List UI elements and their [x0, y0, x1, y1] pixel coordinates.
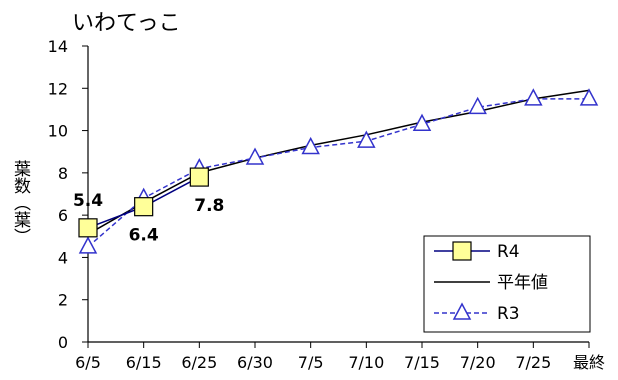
- data-label: 7.8: [194, 196, 224, 216]
- y-tick-label: 4: [58, 248, 68, 267]
- x-tick-label: 最終: [573, 353, 605, 372]
- legend-marker: [452, 302, 472, 320]
- data-labels: 5.4 6.4 7.8: [73, 191, 224, 246]
- legend: R4 平年値 R3: [423, 235, 591, 333]
- series-0: [78, 167, 209, 238]
- series-point: [78, 236, 98, 254]
- x-tick-label: 7/5: [298, 353, 324, 372]
- legend-marker: [452, 241, 472, 261]
- legend-box: [423, 235, 591, 333]
- x-tick-label: 6/30: [237, 353, 273, 372]
- series-layer: [78, 88, 599, 254]
- y-tick-label: 12: [48, 79, 68, 98]
- data-label: 6.4: [129, 226, 159, 246]
- y-axis-label: 葉数（葉）: [10, 160, 31, 245]
- series-line: [87, 89, 590, 235]
- data-label: 5.4: [73, 191, 103, 211]
- series-point: [301, 136, 320, 155]
- series-point: [524, 88, 543, 106]
- series-point: [245, 147, 265, 165]
- legend-label: R3: [497, 304, 520, 324]
- y-tick-label: 6: [58, 206, 68, 225]
- series-point: [579, 88, 599, 106]
- y-tick-label: 14: [48, 37, 68, 56]
- axes: [82, 45, 590, 348]
- series-line: [87, 98, 589, 248]
- legend-label: R4: [497, 242, 520, 262]
- x-tick-label: 7/20: [460, 353, 496, 372]
- x-tick-labels: 6/5 6/15 6/25 6/30 7/5 7/10 7/15 7/20 7/25 最終: [75, 353, 605, 372]
- legend-item: R4: [434, 241, 520, 262]
- x-tick-label: 6/15: [126, 353, 162, 372]
- series-point: [134, 197, 154, 217]
- series-point: [468, 96, 487, 115]
- series-point: [357, 130, 376, 148]
- y-tick-label: 10: [48, 122, 68, 141]
- legend-label: 平年値: [497, 273, 548, 293]
- x-tick-label: 7/10: [348, 353, 384, 372]
- y-tick-labels: 0 2 4 6 8 10 12 14: [48, 37, 68, 352]
- series-1: [87, 89, 590, 235]
- legend-item: 平年値: [434, 273, 548, 293]
- y-tick-label: 8: [58, 164, 68, 183]
- y-tick-label: 2: [58, 291, 68, 310]
- series-point: [412, 113, 432, 131]
- y-tick-label: 0: [58, 333, 68, 352]
- x-tick-label: 6/5: [75, 353, 101, 372]
- chart-title: いわてっこ: [72, 11, 181, 36]
- legend-item: R3: [434, 302, 520, 324]
- series-point: [78, 218, 98, 238]
- x-tick-label: 7/25: [515, 353, 551, 372]
- series-point: [189, 167, 209, 187]
- x-tick-label: 7/15: [404, 353, 440, 372]
- x-tick-label: 6/25: [181, 353, 217, 372]
